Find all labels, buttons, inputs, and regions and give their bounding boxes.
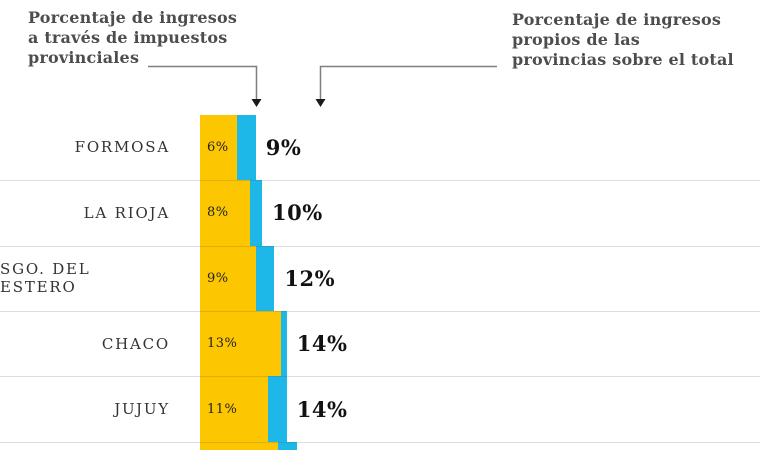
provincial-tax-bar: [200, 245, 256, 311]
total-value-label: 10%: [272, 200, 323, 226]
total-value-label: 14%: [296, 396, 348, 422]
annotation-provincial-taxes: Porcentaje de ingresos a través de impue…: [28, 8, 237, 68]
row-separator: [0, 245, 760, 247]
annotation-line: Porcentaje de ingresos: [512, 10, 722, 29]
category-label: SGO. DEL ESTERO: [0, 260, 91, 297]
provincial-value-label: 11%: [207, 401, 238, 417]
provincial-value-label: 13%: [207, 336, 238, 352]
provincial-tax-bar: [200, 441, 278, 450]
category-label: LA RIOJA: [83, 203, 170, 222]
annotation-own-income: Porcentaje de ingresos propios de las pr…: [512, 10, 734, 70]
provincial-tax-bar: [200, 376, 269, 442]
category-label: CHACO: [101, 334, 170, 353]
row-separator: [0, 311, 760, 312]
row-separator: [0, 180, 760, 182]
table-row-partial: [0, 441, 760, 450]
provincial-tax-bar: [200, 311, 281, 377]
table-row: CHACO 13% 14%: [0, 311, 760, 377]
annotation-line: a través de impuestos: [28, 28, 228, 47]
annotation-line: propios de las: [512, 30, 640, 49]
provincial-value-label: 9%: [207, 270, 229, 286]
category-label: JUJUY: [114, 400, 170, 419]
annotation-line: provinciales: [28, 48, 140, 67]
provincial-tax-bar: [200, 180, 250, 246]
table-row: FORMOSA 6% 9%: [0, 114, 760, 181]
total-value-label: 14%: [296, 331, 348, 357]
table-row: SGO. DEL ESTERO 9% 12%: [0, 245, 760, 311]
table-row: LA RIOJA 8% 10%: [0, 180, 760, 246]
provincial-value-label: 8%: [207, 205, 229, 221]
annotation-line: provincias sobre el total: [512, 50, 734, 69]
provincial-tax-bar: [200, 114, 238, 181]
annotation-line: Porcentaje de ingresos: [28, 8, 238, 27]
table-row: JUJUY 11% 14%: [0, 376, 760, 442]
total-value-label: 9%: [265, 134, 302, 160]
row-separator: [0, 441, 760, 443]
row-separator: [0, 376, 760, 378]
category-label: FORMOSA: [74, 138, 170, 157]
total-value-label: 12%: [284, 265, 336, 291]
provincial-value-label: 6%: [207, 139, 229, 155]
